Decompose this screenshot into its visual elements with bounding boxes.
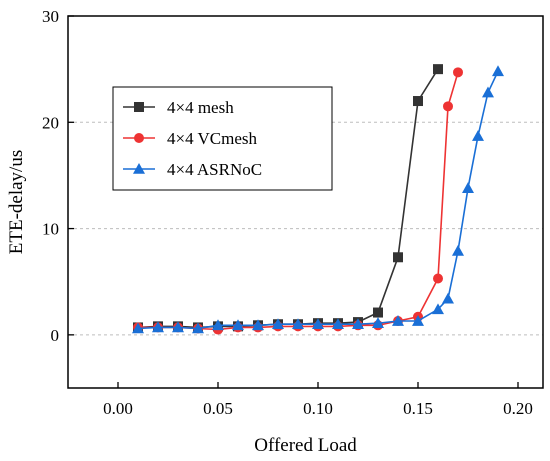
data-point-2-19 [472, 130, 484, 141]
y-tick-label-1: 10 [42, 220, 59, 239]
data-point-2-11 [352, 318, 364, 330]
data-point-2-4 [212, 319, 224, 331]
legend-label-2: 4×4 ASRNoC [167, 160, 262, 179]
y-tick-label-3: 30 [42, 7, 59, 26]
x-tick-label-2: 0.10 [303, 399, 333, 418]
series-layer [132, 64, 504, 335]
series-2 [132, 65, 504, 334]
data-point-2-16 [442, 292, 454, 304]
data-point-2-2 [172, 321, 184, 333]
legend-marker-2 [133, 163, 145, 174]
tick-labels: 0 10 20 30 0.00 0.05 0.10 0.15 0.20 [42, 7, 533, 418]
data-point-2-21 [492, 65, 504, 77]
legend-marker-0 [134, 102, 144, 112]
data-point-2-9 [312, 318, 324, 330]
x-tick-label-0: 0.00 [103, 399, 133, 418]
data-point-2-15 [432, 303, 444, 315]
data-point-2-0 [132, 322, 144, 334]
y-axis-label: ETE-delay/us [6, 150, 27, 254]
data-point-2-20 [482, 86, 494, 98]
x-tick-label-3: 0.15 [403, 399, 433, 418]
data-point-2-3 [192, 322, 204, 334]
data-point-2-17 [452, 244, 464, 256]
data-point-0-12 [373, 307, 383, 318]
legend-label-0: 4×4 mesh [167, 98, 234, 117]
legend-marker-1 [134, 133, 144, 143]
plot-area-frame [67, 15, 544, 389]
data-point-2-13 [392, 315, 404, 326]
data-point-0-15 [433, 64, 443, 75]
data-point-1-16 [443, 101, 453, 112]
series-line-2 [137, 70, 499, 330]
data-point-2-14 [412, 315, 424, 326]
data-point-0-14 [413, 96, 423, 107]
data-point-2-6 [252, 319, 264, 331]
x-tick-label-4: 0.20 [503, 399, 533, 418]
data-point-2-5 [232, 319, 244, 331]
data-point-2-10 [332, 318, 344, 330]
data-point-2-12 [372, 317, 384, 328]
x-tick-label-1: 0.05 [203, 399, 233, 418]
y-tick-label-2: 20 [42, 113, 59, 132]
data-point-1-15 [433, 273, 443, 284]
data-point-0-13 [393, 252, 403, 263]
data-point-2-8 [292, 318, 304, 330]
x-axis-label: Offered Load [254, 435, 357, 456]
data-point-2-7 [272, 318, 284, 330]
legend: 4×4 mesh 4×4 VCmesh 4×4 ASRNoC [112, 86, 333, 191]
legend-label-1: 4×4 VCmesh [167, 129, 258, 148]
data-point-2-1 [152, 321, 164, 333]
y-tick-label-0: 0 [51, 326, 60, 345]
data-point-1-17 [453, 67, 463, 78]
data-point-2-18 [462, 182, 474, 193]
